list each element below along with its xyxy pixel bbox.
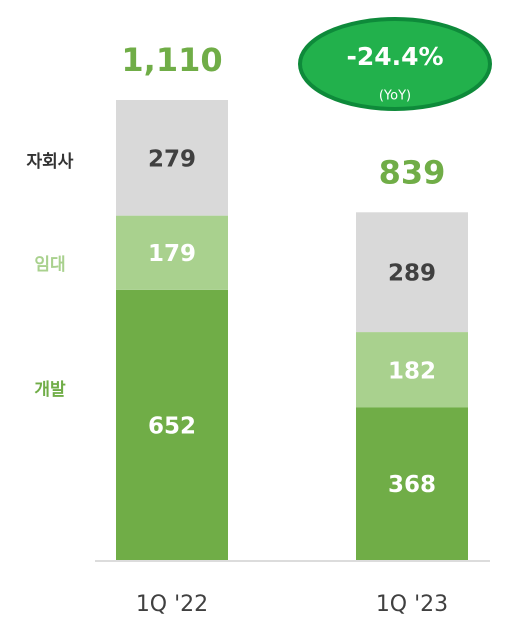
value-label: 652 bbox=[148, 413, 196, 439]
annotation-text: -24.4% bbox=[346, 42, 443, 71]
legend-label: 임대 bbox=[34, 254, 65, 275]
bar-segment bbox=[116, 100, 228, 216]
bar-segment bbox=[116, 289, 228, 560]
x-tick-label: 1Q '22 bbox=[136, 592, 208, 617]
total-label: 1,110 bbox=[121, 41, 222, 79]
x-tick-label: 1Q '23 bbox=[376, 592, 448, 617]
annotation-subtext: (YoY) bbox=[379, 89, 411, 104]
value-label: 279 bbox=[148, 146, 196, 172]
bar-segment bbox=[356, 332, 468, 408]
legend-label: 자회사 bbox=[27, 152, 74, 172]
value-label: 179 bbox=[148, 241, 196, 267]
annotation-bubble bbox=[298, 17, 492, 111]
value-label: 368 bbox=[388, 472, 436, 498]
bar-segment bbox=[356, 212, 468, 333]
value-label: 182 bbox=[388, 358, 436, 384]
total-label: 839 bbox=[379, 153, 446, 191]
bar-segment bbox=[356, 407, 468, 560]
value-label: 289 bbox=[388, 261, 436, 287]
legend-label: 개발 bbox=[34, 380, 66, 400]
bar-segment bbox=[116, 215, 228, 290]
